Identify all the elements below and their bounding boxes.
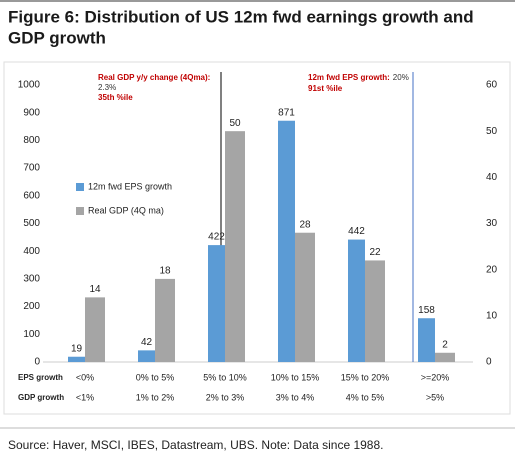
y-tick-label: 900 bbox=[23, 107, 40, 118]
y-tick-label: 100 bbox=[23, 329, 40, 340]
y-tick-label: 200 bbox=[23, 301, 40, 312]
annotation-value: 2.3% bbox=[98, 83, 116, 92]
bar bbox=[225, 131, 245, 362]
data-label: 442 bbox=[348, 226, 365, 237]
y-tick-label: 300 bbox=[23, 274, 40, 285]
annotation-note: 35th %ile bbox=[98, 93, 133, 102]
legend-label: Real GDP (4Q ma) bbox=[88, 205, 164, 215]
y2-tick-label: 60 bbox=[486, 80, 498, 91]
x-tick-label: <0% bbox=[76, 372, 94, 382]
x-tick-label: 2% to 3% bbox=[206, 392, 245, 402]
data-label: 158 bbox=[418, 305, 435, 316]
annotation-label-text: 12m fwd EPS growth: bbox=[308, 73, 390, 82]
annotation-note: 91st %ile bbox=[308, 84, 343, 93]
x-tick-label: 15% to 20% bbox=[341, 372, 390, 382]
x-tick-label: 10% to 15% bbox=[271, 372, 320, 382]
legend-label: 12m fwd EPS growth bbox=[88, 181, 172, 191]
data-label: 18 bbox=[159, 266, 171, 277]
bar bbox=[68, 356, 85, 362]
category-row-label: GDP growth bbox=[18, 393, 64, 402]
annotation-label: Real GDP y/y change (4Qma): bbox=[98, 73, 210, 82]
chart-title: Figure 6: Distribution of US 12m fwd ear… bbox=[8, 7, 474, 26]
data-label: 42 bbox=[141, 337, 153, 348]
bar bbox=[295, 232, 315, 362]
bar bbox=[348, 239, 365, 362]
y2-tick-label: 50 bbox=[486, 126, 498, 137]
y-tick-label: 500 bbox=[23, 218, 40, 229]
chart-title: GDP growth bbox=[8, 28, 106, 47]
data-label: 19 bbox=[71, 343, 83, 354]
y2-tick-label: 30 bbox=[486, 218, 498, 229]
annotation-value: 20% bbox=[393, 73, 409, 82]
x-tick-label: 4% to 5% bbox=[346, 392, 385, 402]
x-tick-label: >5% bbox=[426, 392, 444, 402]
data-label: 871 bbox=[278, 107, 295, 118]
y-tick-label: 600 bbox=[23, 190, 40, 201]
bar bbox=[85, 297, 105, 362]
y2-tick-label: 10 bbox=[486, 310, 498, 321]
data-label: 28 bbox=[299, 219, 311, 230]
x-tick-label: >=20% bbox=[421, 372, 450, 382]
x-tick-label: 0% to 5% bbox=[136, 372, 175, 382]
bar bbox=[208, 245, 225, 362]
y2-tick-label: 40 bbox=[486, 172, 498, 183]
x-tick-label: 3% to 4% bbox=[276, 392, 315, 402]
bar bbox=[418, 318, 435, 362]
bar bbox=[435, 352, 455, 362]
y-tick-label: 1000 bbox=[18, 80, 41, 91]
legend-swatch bbox=[76, 207, 84, 215]
data-label: 2 bbox=[442, 339, 448, 350]
data-label: 14 bbox=[89, 284, 101, 295]
x-tick-label: <1% bbox=[76, 392, 94, 402]
y-tick-label: 700 bbox=[23, 163, 40, 174]
data-label: 50 bbox=[229, 118, 241, 129]
source: Source: Haver, MSCI, IBES, Datastream, U… bbox=[8, 438, 384, 452]
bar bbox=[278, 120, 295, 362]
data-label: 22 bbox=[369, 247, 381, 258]
bar bbox=[155, 278, 175, 362]
bar bbox=[138, 350, 155, 362]
chart-frame bbox=[3, 61, 511, 415]
category-row-label: EPS growth bbox=[18, 373, 63, 382]
annotation-label: 12m fwd EPS growth: 20% bbox=[308, 73, 409, 82]
y2-tick-label: 0 bbox=[486, 357, 492, 368]
bar bbox=[365, 260, 385, 362]
y-tick-label: 800 bbox=[23, 135, 40, 146]
y-tick-label: 400 bbox=[23, 246, 40, 257]
y2-tick-label: 20 bbox=[486, 264, 498, 275]
x-tick-label: 1% to 2% bbox=[136, 392, 175, 402]
data-label: 422 bbox=[208, 232, 225, 243]
y-tick-label: 0 bbox=[34, 357, 40, 368]
x-tick-label: 5% to 10% bbox=[203, 372, 247, 382]
legend-swatch bbox=[76, 183, 84, 191]
